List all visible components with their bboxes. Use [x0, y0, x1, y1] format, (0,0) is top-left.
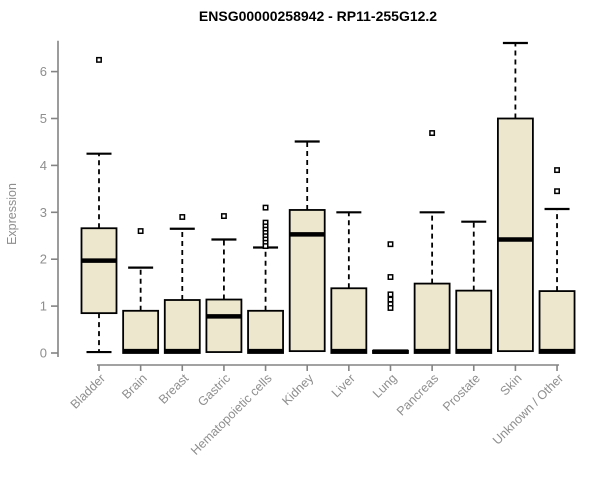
iqr-box	[80, 227, 118, 315]
outlier-point	[387, 241, 394, 248]
iqr-box	[496, 117, 534, 353]
outlier-point	[179, 214, 186, 220]
x-category-label: Gastric	[195, 371, 233, 409]
outlier-point	[220, 213, 227, 220]
outlier-point	[429, 130, 436, 136]
outlier-point	[262, 243, 269, 250]
y-tick-label: 1	[40, 299, 47, 314]
y-tick-label: 5	[40, 111, 47, 126]
x-category-label: Liver	[329, 371, 358, 400]
x-category-label: Skin	[497, 371, 524, 398]
iqr-box	[122, 309, 160, 354]
iqr-box	[288, 209, 326, 353]
y-axis-label: Expression	[5, 183, 19, 245]
iqr-box	[413, 282, 451, 354]
x-category-label: Bladder	[68, 371, 108, 411]
outlier-point	[137, 228, 144, 235]
outlier-point	[262, 204, 269, 211]
outlier-point	[387, 274, 394, 280]
outlier-point	[96, 56, 102, 63]
chart-title: ENSG00000258942 - RP11-255G12.2	[199, 8, 437, 24]
outlier-point	[387, 296, 394, 303]
iqr-box	[163, 299, 201, 354]
outlier-point	[554, 188, 560, 195]
y-tick-label: 3	[40, 205, 47, 220]
x-category-label: Unknown / Other	[490, 371, 566, 447]
iqr-box	[205, 298, 243, 353]
x-category-label: Prostate	[440, 371, 483, 414]
x-category-label: Lung	[370, 371, 400, 401]
y-tick-label: 4	[40, 158, 47, 173]
x-category-label: Hematopoietic cells	[188, 371, 275, 458]
y-tick-label: 6	[40, 64, 47, 79]
outlier-point	[387, 305, 394, 311]
outlier-point	[554, 167, 560, 174]
iqr-box	[538, 290, 576, 354]
plot-area: 0 1 2 3 4 5 6 Bladder Brain Breast GastricHematopo…	[40, 40, 576, 458]
outlier-point	[387, 291, 394, 298]
iqr-box	[247, 309, 284, 354]
y-tick-label: 0	[40, 346, 47, 361]
iqr-box	[330, 287, 368, 354]
y-tick-label: 2	[40, 252, 47, 267]
x-category-label: Pancreas	[394, 371, 441, 418]
x-category-label: Kidney	[279, 371, 316, 408]
iqr-box	[455, 289, 493, 354]
x-category-label: Brain	[119, 371, 150, 402]
x-category-label: Breast	[156, 371, 192, 407]
